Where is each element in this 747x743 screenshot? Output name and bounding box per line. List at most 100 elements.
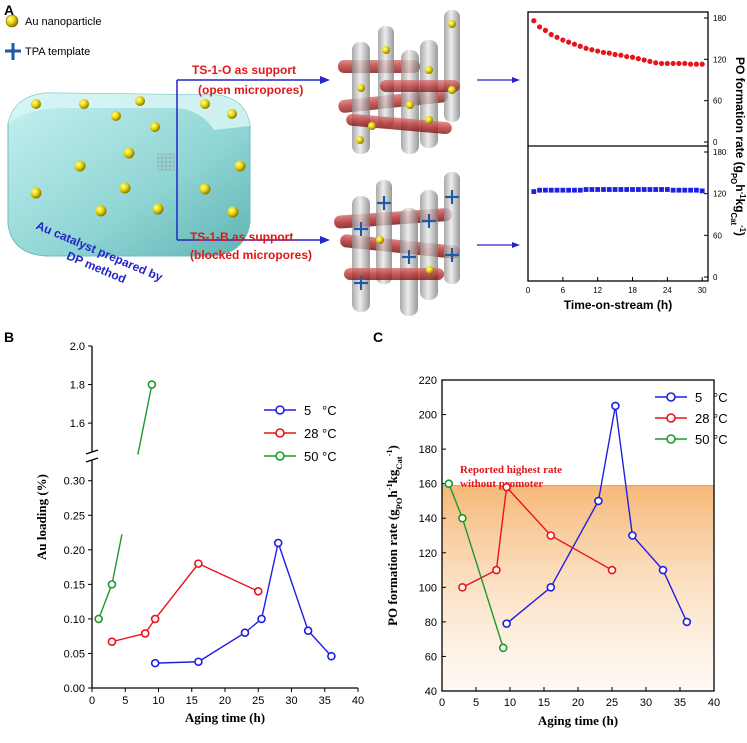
chart-a-point-blocked	[537, 187, 543, 193]
chart-a-point-open	[595, 48, 601, 54]
chart-b-y-tick-label: 1.8	[70, 380, 85, 392]
chart-a-y-tick-label: 0	[713, 138, 718, 147]
chart-c-point	[611, 401, 620, 411]
chart-b-point	[140, 629, 150, 638]
panel-letter-b: B	[4, 329, 14, 345]
chart-a-point-blocked	[624, 187, 630, 192]
chart-a-x-axis-label: Time-on-stream (h)	[564, 298, 672, 312]
chart-c-x-tick-label: 0	[439, 697, 445, 709]
chart-b-break-mark	[85, 457, 99, 463]
chart-a-point-blocked	[595, 187, 601, 192]
chart-a-point-blocked	[601, 187, 606, 192]
chart-b-point	[194, 559, 203, 568]
chart-b-legend-unit: °C	[322, 449, 337, 464]
chart-c-point	[458, 583, 467, 592]
chart-a-point-open	[612, 51, 618, 58]
chart-c-point	[546, 583, 556, 592]
open-label-2: (open micropores)	[198, 83, 303, 97]
chart-a-y-tick-label: 120	[713, 190, 727, 199]
chart-c-legend-marker	[666, 413, 676, 423]
chart-b-point	[273, 538, 283, 548]
chart-a-y-axis-label: PO formation rate (gPOh-1kgCat-1)	[730, 57, 747, 236]
chart-b-y-tick-label: 0.25	[64, 510, 85, 522]
chart-a-point-blocked	[577, 187, 583, 193]
chart-a-point-open	[682, 60, 688, 67]
chart-c-legend-marker	[666, 434, 676, 444]
legend-au-label: Au nanoparticle	[25, 16, 101, 28]
chart-c-y-tick-label: 120	[419, 548, 437, 560]
chart-a-point-open	[618, 52, 624, 58]
chart-a-point-blocked	[606, 187, 612, 192]
chart-a-point-open	[687, 61, 694, 67]
chart-a-point-open	[571, 41, 578, 47]
chart-a-x-tick-label: 24	[663, 286, 672, 295]
chart-b-y-tick-label: 0.15	[64, 579, 85, 591]
chart-a-point-blocked	[630, 187, 635, 192]
chart-a-point-open	[693, 61, 699, 67]
chart-b-point	[107, 580, 117, 589]
blocked-framework-illustration	[334, 172, 460, 316]
chart-b-x-tick-label: 0	[89, 695, 95, 707]
chart-a-point-blocked	[560, 187, 566, 193]
chart-a-x-tick-label: 6	[561, 286, 566, 295]
chart-c-y-tick-label: 140	[419, 513, 437, 525]
chart-a-point-open	[583, 45, 589, 51]
chart-a-x-tick-label: 12	[593, 286, 602, 295]
chart-a-point-open	[566, 39, 572, 45]
chart-c-point	[502, 619, 511, 628]
chart-a-point-blocked	[543, 187, 548, 193]
chart-c-x-axis-label: Aging time (h)	[538, 713, 618, 728]
chart-b-point	[150, 614, 160, 624]
chart-a-point-open	[600, 49, 607, 56]
chart-a-point-open	[606, 50, 612, 56]
chart-a-point-open	[560, 37, 566, 43]
tpa-template-legend-icon	[5, 43, 21, 60]
chart-a-point-open	[548, 31, 554, 38]
arrow-head-icon	[512, 77, 520, 83]
chart-b-legend-marker	[275, 405, 285, 415]
chart-b-legend-value: 28	[304, 426, 318, 441]
chart-a-point-open	[641, 57, 647, 63]
chart-b-y-tick-label: 1.6	[70, 418, 85, 430]
panel-letter-a: A	[4, 2, 14, 18]
chart-a-y-tick-label: 60	[713, 97, 722, 106]
chart-a-point-open	[624, 53, 630, 60]
chart-b-point	[147, 380, 157, 389]
chart-b-series-line	[97, 584, 113, 620]
chart-b-legend-value: 5	[304, 403, 311, 418]
chart-c-y-axis-label: PO formation rate (gPOh-1kgCat-1)	[384, 445, 404, 626]
chart-c-legend-unit: °C	[713, 390, 728, 405]
chart-c-point	[628, 531, 637, 540]
chart-a-y-tick-label: 120	[713, 55, 727, 64]
chart-b-point	[257, 614, 266, 624]
chart-b-point	[253, 586, 263, 596]
chart-b-point	[150, 658, 160, 668]
chart-b-x-tick-label: 20	[219, 695, 231, 707]
chart-a-point-open	[670, 60, 676, 67]
arrow-head-icon	[512, 242, 520, 248]
arrow-head-icon	[320, 76, 330, 84]
chart-a-point-blocked	[566, 187, 572, 193]
chart-a-y-tick-label: 60	[713, 231, 722, 240]
chart-b-x-tick-label: 25	[252, 695, 264, 707]
panel-a: A Au nanoparticle TPA template	[4, 2, 747, 316]
blocked-label-2: (blocked micropores)	[190, 248, 312, 262]
chart-c-y-tick-label: 40	[425, 686, 437, 698]
panel-b: B 0 5 10 15 20 25 30 35 40 0.00 0.05 0.10 0.15 0.20 0.…	[4, 329, 364, 725]
chart-b-x-tick-label: 30	[285, 695, 297, 707]
panel-c: C 0 5 10 15 20 25 30 35 40 40 60 80 100 120 140 160 180 2…	[373, 329, 728, 728]
chart-c-y-tick-label: 220	[419, 375, 437, 387]
chart-b-point	[107, 637, 117, 647]
chart-c-legend-unit: °C	[713, 411, 728, 426]
chart-a-y-tick-label: 0	[713, 273, 718, 282]
chart-b-legend-unit: °C	[322, 403, 337, 418]
chart-b-x-tick-label: 10	[152, 695, 164, 707]
chart-c-y-tick-label: 180	[419, 444, 437, 456]
chart-c-legend-value: 5	[695, 390, 702, 405]
chart-a-point-blocked	[635, 187, 641, 192]
chart-b-point	[327, 651, 336, 661]
chart-c-x-tick-label: 40	[708, 697, 720, 709]
chart-a-y-tick-label: 180	[713, 14, 727, 23]
chart-a-point-blocked	[531, 189, 537, 194]
open-label-1: TS-1-O as support	[192, 63, 296, 77]
